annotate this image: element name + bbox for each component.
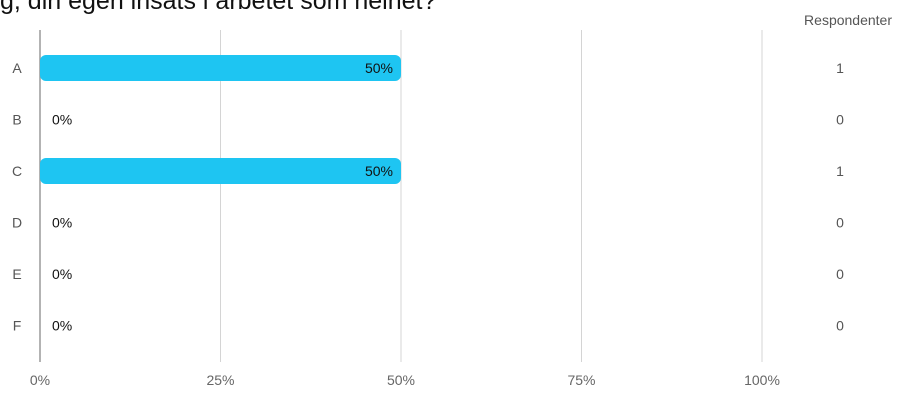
category-label: A — [12, 60, 22, 76]
bar — [40, 158, 401, 184]
bar — [40, 55, 401, 81]
category-label: B — [12, 112, 21, 128]
respondent-count: 0 — [836, 215, 844, 231]
respondent-count: 0 — [836, 112, 844, 128]
x-tick-label: 25% — [206, 372, 234, 388]
bar-value-label: 0% — [52, 266, 72, 282]
bar-value-label: 0% — [52, 215, 72, 231]
category-label: E — [12, 266, 21, 282]
bar-value-label: 0% — [52, 318, 72, 334]
category-label: C — [12, 163, 22, 179]
x-tick-label: 75% — [567, 372, 595, 388]
x-tick-label: 50% — [387, 372, 415, 388]
chart-title: g, din egen insats i arbetet som helhet? — [0, 0, 437, 15]
bar-value-label: 50% — [365, 163, 393, 179]
x-tick-label: 0% — [30, 372, 50, 388]
category-label: F — [13, 318, 22, 334]
respondent-count: 1 — [836, 60, 844, 76]
bar-value-label: 50% — [365, 60, 393, 76]
respondents-header: Respondenter — [804, 12, 892, 28]
x-tick-label: 100% — [744, 372, 780, 388]
bar-value-label: 0% — [52, 112, 72, 128]
respondent-count: 1 — [836, 163, 844, 179]
category-label: D — [12, 215, 22, 231]
respondent-count: 0 — [836, 318, 844, 334]
respondent-count: 0 — [836, 266, 844, 282]
